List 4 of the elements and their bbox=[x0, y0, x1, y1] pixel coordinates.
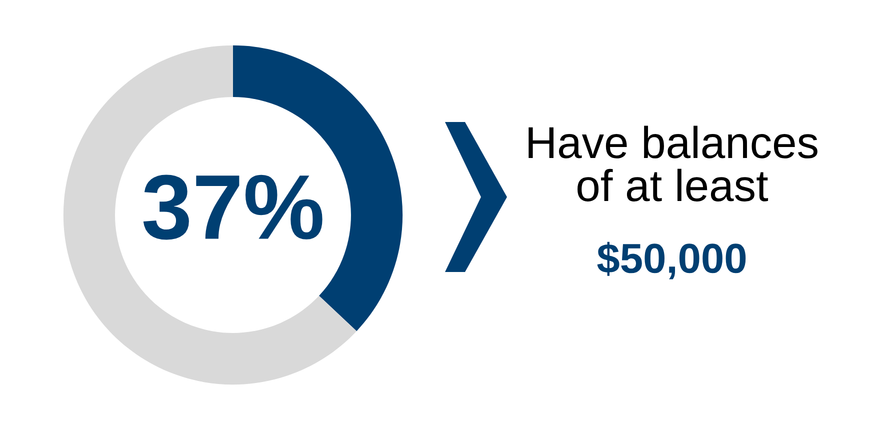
data-label: 37% bbox=[143, 174, 322, 240]
donut-slice bbox=[63, 45, 357, 385]
text: $50,000 bbox=[597, 242, 746, 280]
text: Have balances of at least bbox=[528, 126, 818, 202]
